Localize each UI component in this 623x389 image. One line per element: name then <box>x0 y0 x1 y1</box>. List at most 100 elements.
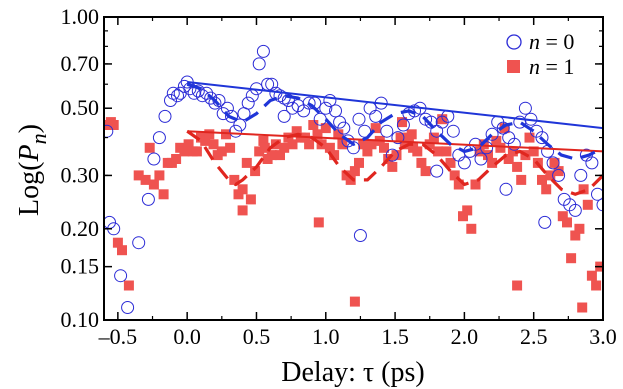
n0-point <box>485 127 499 141</box>
n1-point <box>582 199 593 210</box>
n0-point <box>457 156 471 170</box>
n1-point <box>123 280 134 291</box>
n1-point <box>112 237 123 248</box>
n0-point <box>546 156 560 170</box>
n0-point <box>164 94 177 107</box>
x-tick-label: 1.0 <box>312 324 340 349</box>
n0-point <box>591 187 603 201</box>
n0-point <box>158 109 172 123</box>
n1-point <box>516 174 527 185</box>
n1-point <box>545 170 556 181</box>
n1-point <box>287 139 298 150</box>
n1-point <box>570 230 581 241</box>
n1-point <box>424 139 435 150</box>
n1-point <box>549 157 560 168</box>
n0-point <box>385 148 399 162</box>
n0-point <box>363 101 377 115</box>
n1-point <box>577 302 588 313</box>
n0-fit-line <box>187 81 603 130</box>
n1-point <box>416 157 427 168</box>
n1-point <box>245 194 256 205</box>
n1-model-line <box>186 129 603 196</box>
n1-point <box>354 157 364 168</box>
n0-point <box>152 131 166 145</box>
n0-point <box>380 124 394 138</box>
x-axis: –0.5 0.0 0.5 1.0 1.5 2.0 2.5 3.0 <box>98 17 617 349</box>
n0-point <box>166 86 180 100</box>
x-tick-label: 2.0 <box>451 324 479 349</box>
n1-point <box>512 280 523 291</box>
y-axis-title-suffix: ) <box>14 124 45 133</box>
n1-point <box>499 123 510 134</box>
n1-point <box>391 150 402 161</box>
n1-point <box>275 150 285 161</box>
n1-point <box>237 184 248 195</box>
n1-point <box>208 139 219 150</box>
n0-point <box>252 57 266 71</box>
n0-point <box>496 121 510 135</box>
n1-point <box>553 166 564 177</box>
n0-point <box>430 164 444 178</box>
n0-point <box>200 86 214 100</box>
n0-point <box>323 94 337 107</box>
n1-point <box>395 132 406 143</box>
n1-point <box>366 139 377 150</box>
n0-point <box>265 77 279 91</box>
y-axis: 0.10 0.15 0.20 0.30 0.50 0.70 1.00 <box>61 4 603 332</box>
n1-point <box>225 142 236 153</box>
n1-point <box>528 146 539 157</box>
n0-point <box>499 182 513 196</box>
n1-point <box>148 179 159 190</box>
legend-label-n0: n = 0 <box>529 29 574 54</box>
n1-point <box>345 174 356 185</box>
n1-point <box>320 123 331 134</box>
n0-point <box>319 101 333 115</box>
legend: n = 0 n = 1 <box>506 29 574 79</box>
n0-point <box>204 91 218 105</box>
n0-point <box>121 301 135 314</box>
y-tick-label: 0.10 <box>61 307 100 332</box>
y-tick-label: 1.00 <box>61 4 100 29</box>
legend-label-n1-var: n <box>529 54 540 79</box>
n1-point <box>458 211 468 222</box>
n0-point <box>191 84 205 98</box>
n1-point <box>117 245 127 256</box>
y-axis-title: Log(Pn) <box>14 124 51 216</box>
n1-point <box>313 217 324 228</box>
n1-point <box>399 139 410 150</box>
n0-point <box>329 104 342 118</box>
n1-point <box>428 132 439 143</box>
n0-point <box>132 236 146 250</box>
n0-point <box>277 109 291 123</box>
n1-point <box>358 139 369 150</box>
plot-series <box>104 44 603 314</box>
n0-point <box>141 192 155 206</box>
n1-point <box>154 170 165 181</box>
n1-point <box>406 129 417 140</box>
n1-point <box>586 270 597 281</box>
n1-point <box>462 205 473 216</box>
n0-point <box>337 121 351 135</box>
legend-marker-n1 <box>507 60 520 73</box>
n1-point <box>133 170 144 181</box>
n0-point <box>347 141 360 155</box>
n1-point <box>562 217 572 228</box>
n1-point <box>279 142 290 153</box>
n1-point <box>420 166 431 177</box>
n0-point <box>585 156 599 170</box>
n1-point <box>349 166 360 177</box>
n0-point <box>391 131 405 145</box>
n1-point <box>308 120 319 130</box>
n1-point <box>483 150 493 161</box>
y-axis-title-var: P <box>14 144 45 162</box>
n0-model-line <box>186 82 603 161</box>
n1-point <box>557 211 568 222</box>
n1-point <box>491 135 502 146</box>
n1-point <box>329 150 340 161</box>
n1-point <box>216 146 227 157</box>
legend-label-n1-eq: = 1 <box>540 54 574 79</box>
n0-point <box>256 44 270 58</box>
n1-point <box>171 154 182 164</box>
n1-point <box>507 146 518 157</box>
n0-point <box>541 144 555 158</box>
